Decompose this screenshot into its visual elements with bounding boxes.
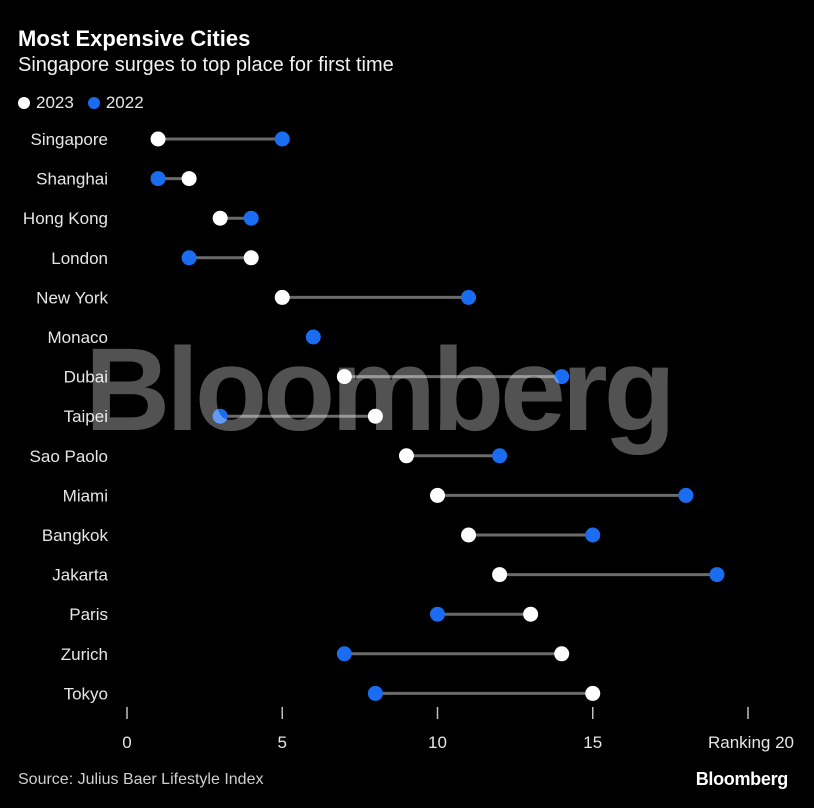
category-label-dubai: Dubai: [64, 368, 108, 387]
point-2022-hong-kong: [243, 210, 259, 226]
category-label-paris: Paris: [69, 605, 108, 624]
point-2023-shanghai: [181, 171, 197, 187]
point-2023-new-york: [274, 289, 290, 305]
category-label-monaco: Monaco: [48, 328, 108, 347]
category-label-miami: Miami: [63, 486, 108, 505]
legend-swatch-2023: [18, 97, 30, 109]
point-2022-dubai: [554, 369, 570, 385]
point-2022-singapore: [274, 131, 290, 147]
point-2023-sao-paolo: [398, 448, 414, 464]
x-tick-label-20: Ranking 20: [708, 733, 794, 752]
point-2022-paris: [430, 606, 445, 622]
point-2023-bangkok: [461, 527, 477, 543]
legend-label-2023: 2023: [36, 93, 74, 112]
point-2022-miami: [678, 487, 694, 503]
category-label-bangkok: Bangkok: [42, 526, 109, 545]
chart-subtitle: Singapore surges to top place for first …: [18, 54, 394, 76]
point-2023-singapore: [150, 131, 166, 147]
legend: 2023 2022: [18, 93, 150, 113]
point-2023-taipei: [367, 408, 383, 424]
point-2022-jakarta: [709, 567, 725, 583]
point-2022-bangkok: [585, 527, 601, 543]
point-2022-new-york: [461, 289, 477, 305]
category-label-jakarta: Jakarta: [52, 566, 108, 585]
x-tick-label-10: 10: [428, 733, 447, 752]
legend-item-2023: 2023: [18, 93, 74, 113]
x-tick-label-0: 0: [122, 733, 131, 752]
point-2022-taipei: [212, 408, 228, 424]
category-label-sao-paolo: Sao Paolo: [30, 447, 108, 466]
point-2022-shanghai: [150, 171, 166, 187]
x-tick-label-5: 5: [278, 733, 287, 752]
category-label-singapore: Singapore: [30, 130, 108, 149]
x-tick-label-15: 15: [583, 733, 602, 752]
source-note: Source: Julius Baer Lifestyle Index: [18, 771, 264, 788]
bloomberg-logo: Bloomberg: [695, 769, 789, 789]
point-2022-monaco: [305, 329, 321, 345]
point-2023-paris: [523, 606, 539, 622]
category-label-hong-kong: Hong Kong: [23, 209, 108, 228]
category-label-london: London: [51, 249, 108, 268]
point-2023-tokyo: [585, 685, 601, 701]
point-2023-hong-kong: [212, 210, 228, 226]
legend-item-2022: 2022: [87, 93, 144, 113]
point-2022-zurich: [336, 646, 352, 662]
chart-title: Most Expensive Cities: [18, 26, 251, 51]
category-label-taipei: Taipei: [64, 407, 108, 426]
point-2023-dubai: [336, 369, 352, 385]
point-2023-london: [243, 250, 259, 266]
category-label-tokyo: Tokyo: [64, 684, 108, 703]
point-2022-sao-paolo: [492, 448, 508, 464]
point-2022-tokyo: [367, 685, 383, 701]
legend-swatch-2022: [87, 97, 100, 109]
point-2023-jakarta: [492, 567, 508, 583]
legend-label-2022: 2022: [105, 93, 144, 112]
point-2022-london: [181, 250, 197, 266]
category-label-zurich: Zurich: [61, 645, 108, 664]
category-label-new-york: New York: [36, 288, 108, 307]
point-2023-zurich: [554, 646, 570, 662]
category-label-shanghai: Shanghai: [36, 170, 108, 189]
point-2023-miami: [430, 487, 445, 503]
